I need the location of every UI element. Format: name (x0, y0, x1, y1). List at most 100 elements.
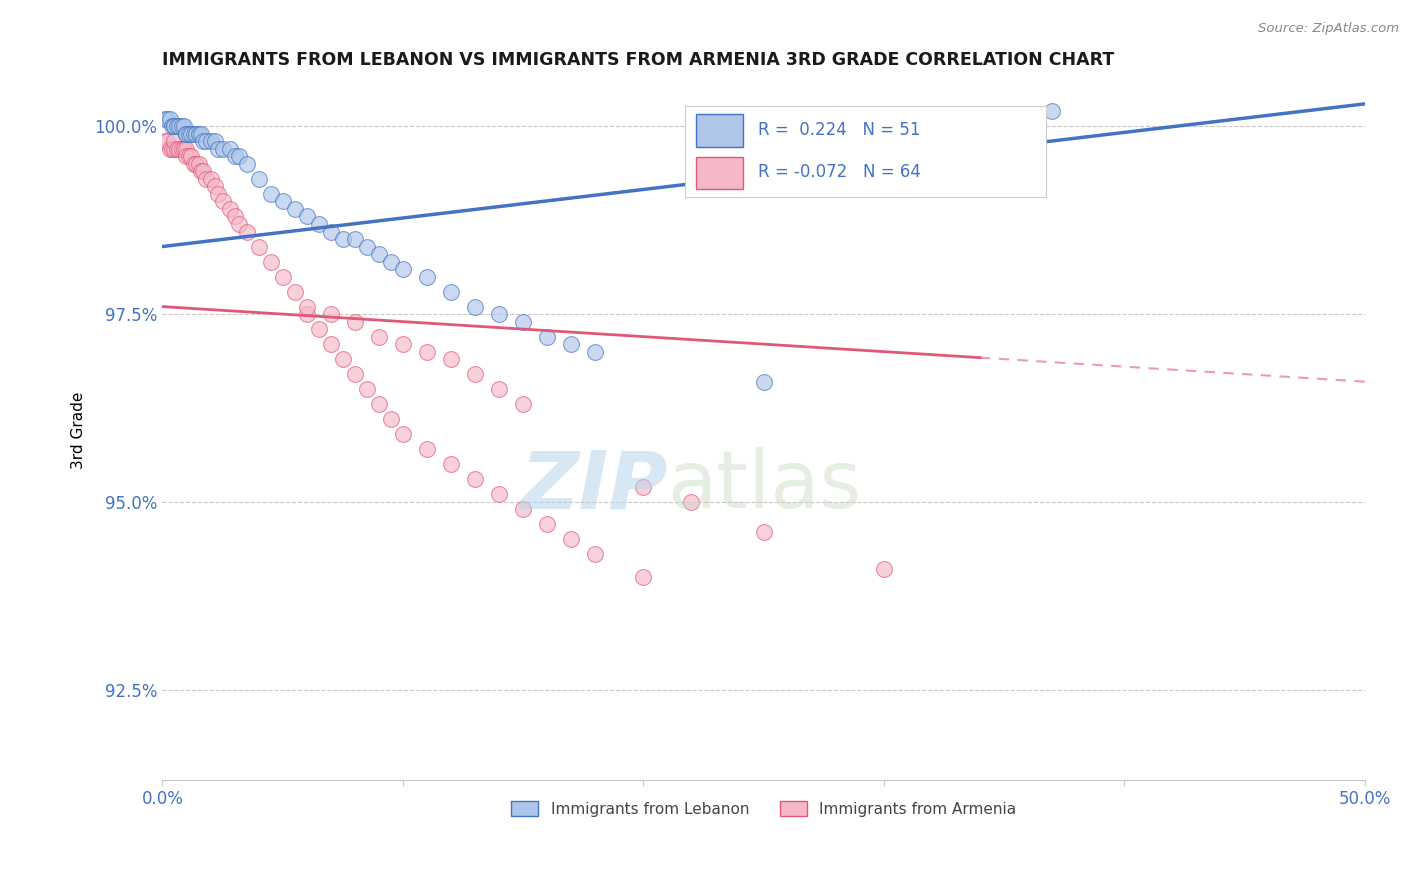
Point (319, 225, 342, 239)
Point (166, 120, 188, 134)
Point (156, 135, 179, 149)
Point (163, 120, 186, 134)
Point (464, 367, 486, 381)
Point (343, 232, 366, 246)
Point (228, 217, 250, 231)
Point (176, 127, 198, 141)
Point (194, 172, 217, 186)
Point (184, 157, 207, 171)
Point (169, 142, 191, 156)
Point (190, 164, 212, 178)
Point (633, 570, 655, 584)
Point (284, 285, 307, 299)
Point (159, 142, 181, 156)
Point (416, 442, 439, 457)
Point (187, 157, 209, 171)
Point (488, 382, 510, 396)
Point (512, 397, 534, 411)
Point (536, 517, 558, 532)
Point (271, 194, 294, 209)
Point (173, 120, 195, 134)
Text: ZIP: ZIP (520, 447, 668, 525)
Point (200, 135, 222, 149)
Point (193, 164, 215, 178)
Y-axis label: 3rd Grade: 3rd Grade (72, 392, 86, 469)
Point (536, 329, 558, 343)
Point (218, 142, 240, 156)
Legend: Immigrants from Lebanon, Immigrants from Armenia: Immigrants from Lebanon, Immigrants from… (503, 794, 1024, 824)
Point (464, 472, 486, 486)
Point (416, 269, 439, 284)
Point (392, 262, 415, 277)
Point (211, 194, 233, 209)
Point (176, 149, 198, 163)
Point (218, 202, 240, 216)
Point (308, 322, 330, 336)
Point (207, 186, 229, 201)
Point (194, 135, 217, 149)
Point (170, 120, 193, 134)
Point (681, 495, 703, 509)
Point (319, 337, 342, 351)
Point (173, 142, 195, 156)
Point (752, 524, 775, 539)
Point (170, 142, 193, 156)
Point (259, 254, 281, 268)
Point (176, 127, 198, 141)
Point (163, 135, 186, 149)
Point (211, 142, 233, 156)
Point (752, 375, 775, 389)
Point (207, 142, 229, 156)
Point (190, 127, 212, 141)
Point (176, 142, 198, 156)
Point (319, 307, 342, 321)
Point (235, 225, 257, 239)
Point (392, 427, 415, 442)
Point (259, 186, 281, 201)
Point (488, 487, 510, 501)
Point (271, 269, 294, 284)
Point (200, 172, 222, 186)
Point (380, 254, 402, 268)
Point (169, 120, 191, 134)
Point (332, 352, 354, 367)
Point (180, 127, 202, 141)
Point (356, 239, 378, 253)
Text: IMMIGRANTS FROM LEBANON VS IMMIGRANTS FROM ARMENIA 3RD GRADE CORRELATION CHART: IMMIGRANTS FROM LEBANON VS IMMIGRANTS FR… (163, 51, 1115, 69)
Point (180, 149, 202, 163)
Point (228, 149, 250, 163)
Point (512, 502, 534, 516)
Point (160, 142, 183, 156)
Point (204, 179, 226, 194)
Point (193, 135, 215, 149)
Point (633, 480, 655, 494)
Point (440, 285, 463, 299)
Point (356, 382, 378, 396)
Point (247, 172, 270, 186)
Point (166, 142, 188, 156)
Point (464, 300, 486, 314)
Point (583, 547, 606, 561)
Point (873, 562, 896, 576)
Point (512, 315, 534, 329)
Point (183, 127, 205, 141)
Point (295, 307, 318, 321)
Point (392, 337, 415, 351)
Point (560, 337, 582, 351)
Point (235, 157, 257, 171)
Point (367, 329, 389, 343)
Point (159, 112, 181, 126)
Point (224, 210, 246, 224)
Point (177, 127, 200, 141)
Point (295, 210, 318, 224)
Point (163, 120, 186, 134)
Point (187, 127, 209, 141)
Point (416, 344, 439, 359)
Point (440, 457, 463, 471)
Point (163, 142, 186, 156)
Point (183, 157, 205, 171)
Point (343, 315, 366, 329)
Point (367, 247, 389, 261)
Point (224, 149, 246, 163)
Text: atlas: atlas (668, 447, 862, 525)
